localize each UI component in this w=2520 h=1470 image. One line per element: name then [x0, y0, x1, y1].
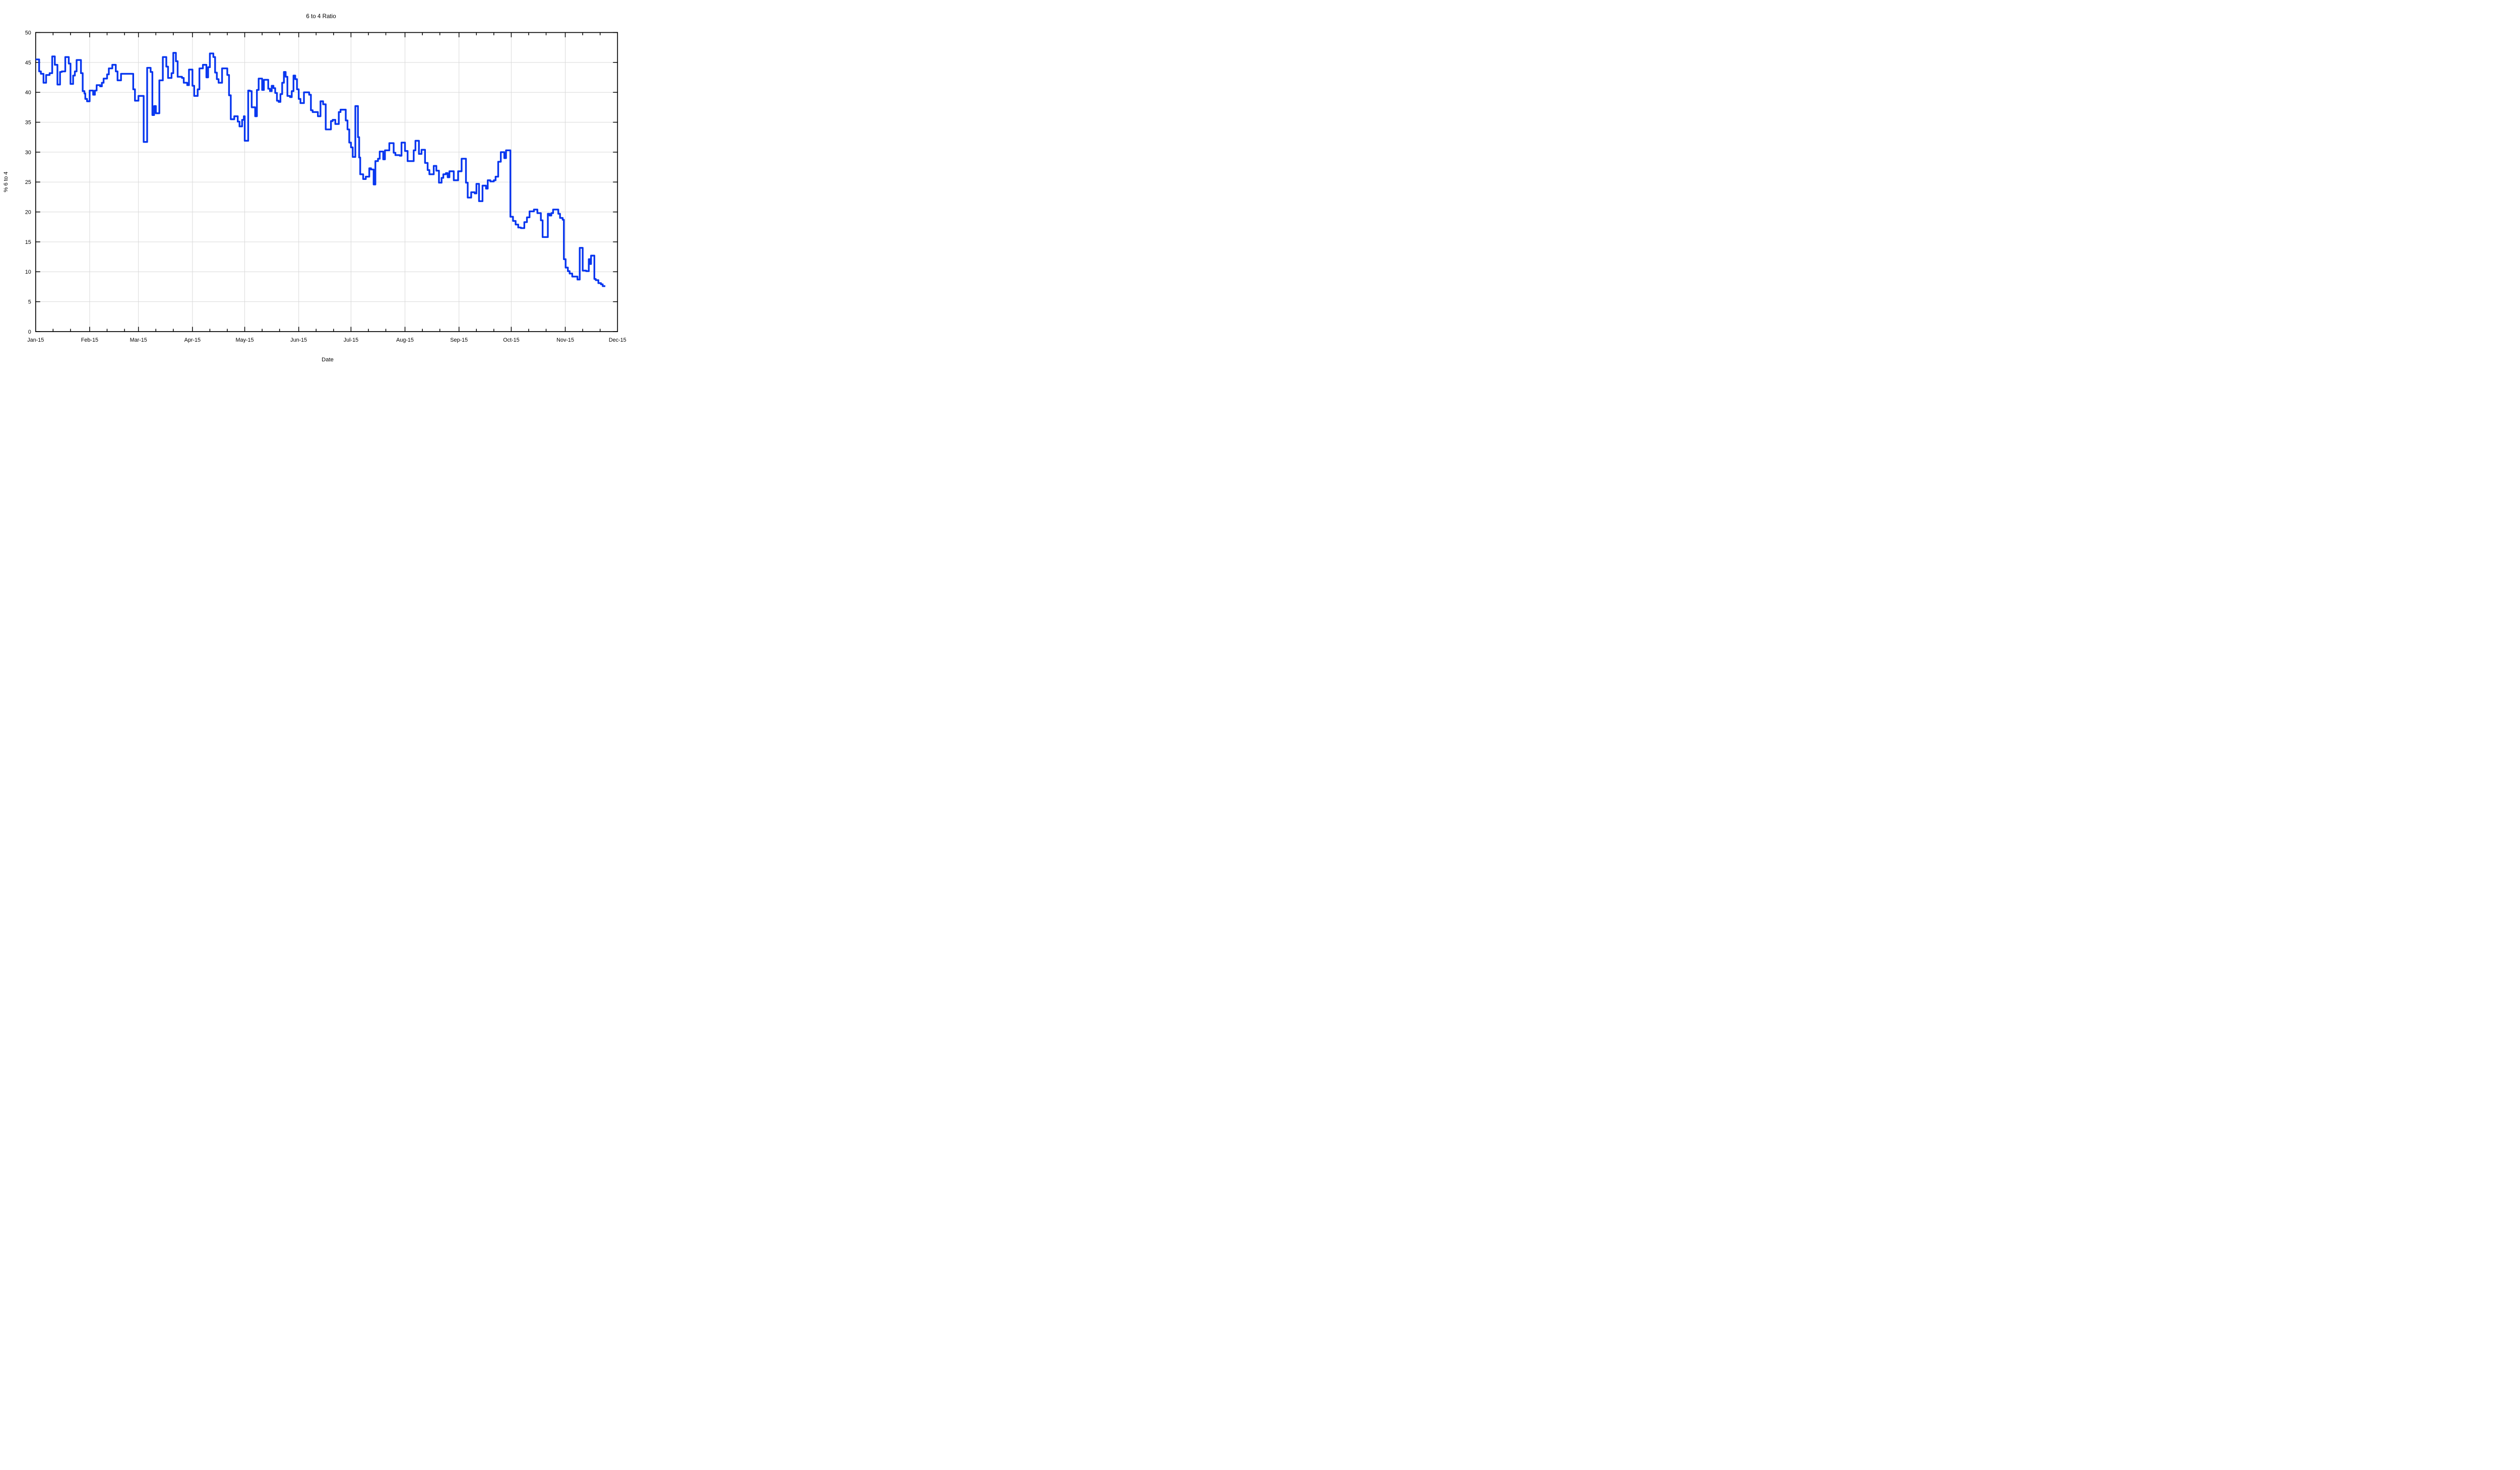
y-axis-label: % 6 to 4 [3, 171, 9, 192]
x-tick-label: May-15 [236, 337, 254, 343]
x-tick-label: Aug-15 [396, 337, 414, 343]
series-layer [35, 52, 606, 287]
y-tick-label: 50 [25, 30, 31, 36]
y-tick-label: 5 [28, 299, 31, 305]
y-tick-label: 45 [25, 60, 31, 66]
y-tick-label: 40 [25, 90, 31, 96]
axis-layer [35, 32, 618, 332]
y-tick-label: 10 [25, 269, 31, 275]
x-tick-label: Dec-15 [609, 337, 626, 343]
x-tick-label: Jul-15 [344, 337, 358, 343]
chart-figure: 6 to 4 Ratio Date % 6 to 4 Jan-15 Feb-15 M… [0, 0, 630, 367]
chart-title: 6 to 4 Ratio [306, 13, 336, 20]
x-tick-label: Oct-15 [503, 337, 519, 343]
y-tick-label: 0 [28, 329, 31, 335]
y-tick-label: 15 [25, 239, 31, 245]
y-tick-label: 30 [25, 150, 31, 156]
x-tick-label: Mar-15 [130, 337, 147, 343]
x-tick-label: Apr-15 [184, 337, 201, 343]
y-tick-label: 20 [25, 210, 31, 216]
line-chart-canvas: 6 to 4 Ratio Date % 6 to 4 Jan-15 Feb-15 M… [3, 13, 626, 363]
grid-layer [35, 32, 618, 332]
y-tick-label: 35 [25, 119, 31, 125]
x-tick-label: Jun-15 [290, 337, 307, 343]
y-tick-label: 25 [25, 179, 31, 185]
label-layer: 6 to 4 Ratio Date % 6 to 4 Jan-15 Feb-15 M… [3, 13, 626, 363]
x-tick-label: Sep-15 [450, 337, 468, 343]
data-series-line [35, 52, 606, 287]
x-tick-label: Feb-15 [81, 337, 98, 343]
x-tick-label: Jan-15 [27, 337, 44, 343]
x-axis-label: Date [322, 357, 334, 363]
x-tick-label: Nov-15 [556, 337, 574, 343]
